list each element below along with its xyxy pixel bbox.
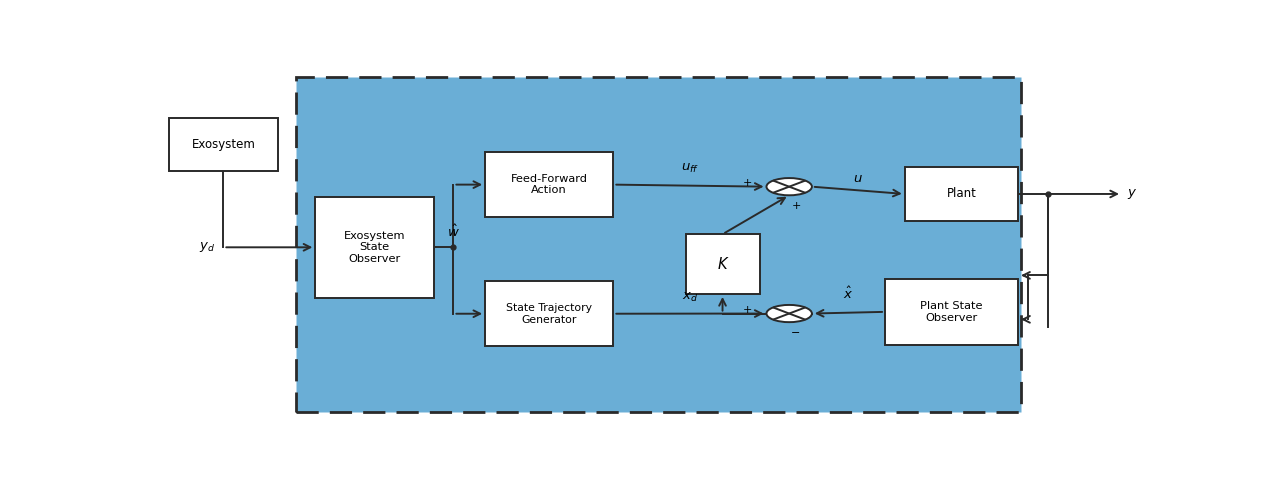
- FancyBboxPatch shape: [485, 281, 614, 347]
- Text: $y$: $y$: [1127, 187, 1138, 201]
- FancyBboxPatch shape: [885, 279, 1018, 345]
- Text: $x_d$: $x_d$: [682, 291, 698, 304]
- Circle shape: [767, 305, 812, 322]
- Text: $u$: $u$: [854, 172, 864, 185]
- Text: $y_d$: $y_d$: [199, 240, 215, 254]
- FancyBboxPatch shape: [485, 152, 614, 217]
- FancyBboxPatch shape: [685, 234, 759, 294]
- Text: +: +: [791, 201, 800, 211]
- FancyBboxPatch shape: [169, 118, 278, 171]
- Text: $u_{ff}$: $u_{ff}$: [680, 162, 699, 175]
- Text: −: −: [791, 328, 800, 338]
- FancyBboxPatch shape: [905, 167, 1018, 221]
- FancyBboxPatch shape: [315, 197, 433, 298]
- Text: Exosystem: Exosystem: [191, 138, 255, 151]
- FancyBboxPatch shape: [296, 77, 1022, 412]
- Text: State Trajectory
Generator: State Trajectory Generator: [506, 303, 592, 325]
- Text: Plant: Plant: [947, 188, 976, 200]
- Text: $\hat{x}$: $\hat{x}$: [843, 286, 854, 302]
- Text: Exosystem
State
Observer: Exosystem State Observer: [344, 231, 405, 264]
- Text: +: +: [743, 305, 753, 315]
- Text: $\hat{w}$: $\hat{w}$: [447, 224, 460, 240]
- Text: Feed-Forward
Action: Feed-Forward Action: [511, 174, 587, 195]
- Text: +: +: [743, 178, 753, 188]
- Circle shape: [767, 178, 812, 195]
- Text: K: K: [717, 257, 727, 272]
- Text: Plant State
Observer: Plant State Observer: [920, 301, 982, 323]
